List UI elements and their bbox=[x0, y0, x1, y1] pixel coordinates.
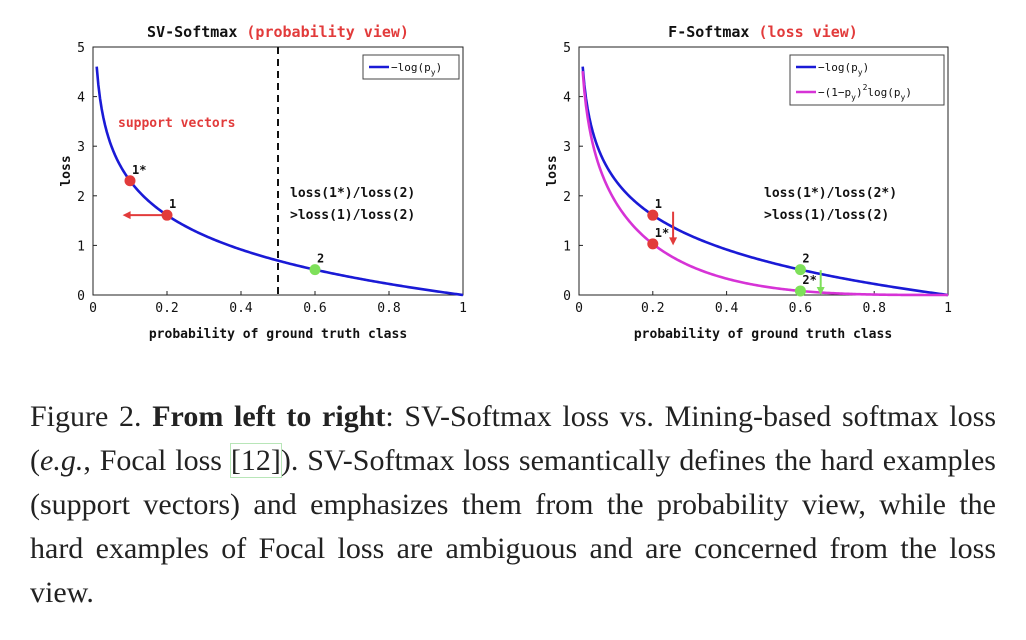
point-label-2*: 2* bbox=[802, 273, 816, 287]
x-tick-label: 0.4 bbox=[229, 301, 253, 316]
y-tick-label: 1 bbox=[563, 239, 571, 254]
x-tick-label: 0.2 bbox=[155, 301, 178, 316]
series-line-focal bbox=[581, 71, 948, 297]
point-1* bbox=[647, 238, 659, 250]
legend-label-neglog: −log(py) bbox=[391, 61, 442, 77]
legend-label-neglog: −log(py) bbox=[818, 61, 869, 77]
y-tick-label: 2 bbox=[563, 190, 571, 205]
arrows bbox=[669, 211, 825, 295]
x-tick-label: 1 bbox=[459, 301, 467, 316]
y-tick-label: 4 bbox=[563, 91, 571, 106]
citation-link[interactable]: [12] bbox=[229, 443, 282, 478]
y-tick-label: 2 bbox=[77, 190, 85, 205]
shift-arrow-head bbox=[816, 287, 825, 295]
points: 1* 1 2 bbox=[124, 163, 324, 276]
y-axis-label: loss bbox=[59, 155, 74, 186]
x-axis-label: probability of ground truth class bbox=[634, 327, 892, 342]
legend-label-focal: −(1−py)2log(py) bbox=[818, 83, 912, 102]
x-ticks: 0 0.2 0.4 0.6 0.8 1 bbox=[89, 291, 467, 316]
caption-prefix: Figure 2. bbox=[30, 400, 153, 433]
legend: −log(py) bbox=[362, 54, 460, 80]
y-tick-label: 0 bbox=[77, 289, 85, 304]
chart-title: F-Softmax (loss view) bbox=[668, 23, 858, 41]
curves bbox=[581, 66, 949, 297]
point-2 bbox=[794, 264, 806, 276]
x-ticks: 0 0.2 0.4 0.6 0.8 1 bbox=[575, 291, 952, 316]
point-2* bbox=[794, 285, 806, 297]
point-label-1: 1 bbox=[169, 197, 176, 211]
legend: −log(py) −(1−py)2log(py) bbox=[789, 54, 945, 106]
caption-part1: : SV-Softmax loss vs. Mining-based softm… bbox=[30, 400, 996, 477]
point-2 bbox=[309, 264, 321, 276]
y-tick-label: 4 bbox=[77, 91, 85, 106]
chart-f-softmax: F-Softmax (loss view) 0 0.2 0.4 0.6 0.8 1 0 1 2… bbox=[545, 23, 952, 342]
point-label-1*: 1* bbox=[655, 226, 669, 240]
caption-italic: e.g. bbox=[40, 444, 84, 477]
legend-box bbox=[789, 54, 945, 106]
shift-arrow-head bbox=[669, 237, 678, 246]
x-tick-label: 0.6 bbox=[303, 301, 326, 316]
chart-sv-softmax: SV-Softmax (probability view) 0 0.2 0.4 0.6… bbox=[59, 23, 467, 342]
ratio-annotation-2: >loss(1)/loss(2) bbox=[764, 208, 889, 223]
ratio-annotation-1: loss(1*)/loss(2*) bbox=[764, 186, 897, 201]
x-tick-label: 0 bbox=[575, 301, 583, 316]
x-tick-label: 0.8 bbox=[862, 301, 885, 316]
point-label-2: 2 bbox=[317, 252, 324, 266]
x-tick-label: 0.2 bbox=[641, 301, 664, 316]
y-tick-label: 3 bbox=[563, 140, 571, 155]
x-tick-label: 0.4 bbox=[715, 301, 739, 316]
shift-arrow-head bbox=[122, 211, 131, 220]
caption-part3: ). SV-Softmax loss semantically defines … bbox=[30, 444, 996, 609]
figure: SV-Softmax (probability view) 0 0.2 0.4 0.6… bbox=[59, 23, 952, 342]
y-tick-label: 5 bbox=[563, 41, 571, 56]
y-tick-label: 5 bbox=[77, 41, 85, 56]
point-label-2: 2 bbox=[802, 252, 809, 266]
x-tick-label: 1 bbox=[944, 301, 952, 316]
caption-bold: From left to right bbox=[152, 400, 386, 433]
chart-title: SV-Softmax (probability view) bbox=[147, 23, 409, 41]
y-tick-label: 1 bbox=[77, 239, 85, 254]
y-axis-label: loss bbox=[545, 155, 560, 186]
point-label-1*: 1* bbox=[132, 163, 146, 177]
curves bbox=[95, 66, 464, 297]
x-tick-label: 0.8 bbox=[377, 301, 400, 316]
points: 1 1* 2 2* bbox=[647, 197, 817, 297]
y-tick-label: 0 bbox=[563, 289, 571, 304]
x-tick-label: 0.6 bbox=[789, 301, 812, 316]
figure-caption: Figure 2. From left to right: SV-Softmax… bbox=[30, 395, 996, 615]
caption-part2: , Focal loss bbox=[83, 444, 231, 477]
y-ticks: 0 1 2 3 4 5 bbox=[563, 41, 583, 304]
y-ticks: 0 1 2 3 4 5 bbox=[77, 41, 97, 304]
ratio-annotation-2: >loss(1)/loss(2) bbox=[290, 208, 415, 223]
point-1 bbox=[161, 209, 173, 221]
plot-frame bbox=[578, 46, 949, 296]
x-tick-label: 0 bbox=[89, 301, 97, 316]
series-line-neglog bbox=[581, 66, 949, 297]
point-1 bbox=[647, 209, 659, 221]
x-axis-label: probability of ground truth class bbox=[149, 327, 407, 342]
series-line-neglog bbox=[95, 66, 464, 297]
point-1* bbox=[124, 175, 136, 187]
ratio-annotation-1: loss(1*)/loss(2) bbox=[290, 186, 415, 201]
arrows bbox=[122, 211, 167, 220]
point-label-1: 1 bbox=[655, 197, 662, 211]
y-tick-label: 3 bbox=[77, 140, 85, 155]
support-vectors-label: support vectors bbox=[118, 116, 235, 131]
